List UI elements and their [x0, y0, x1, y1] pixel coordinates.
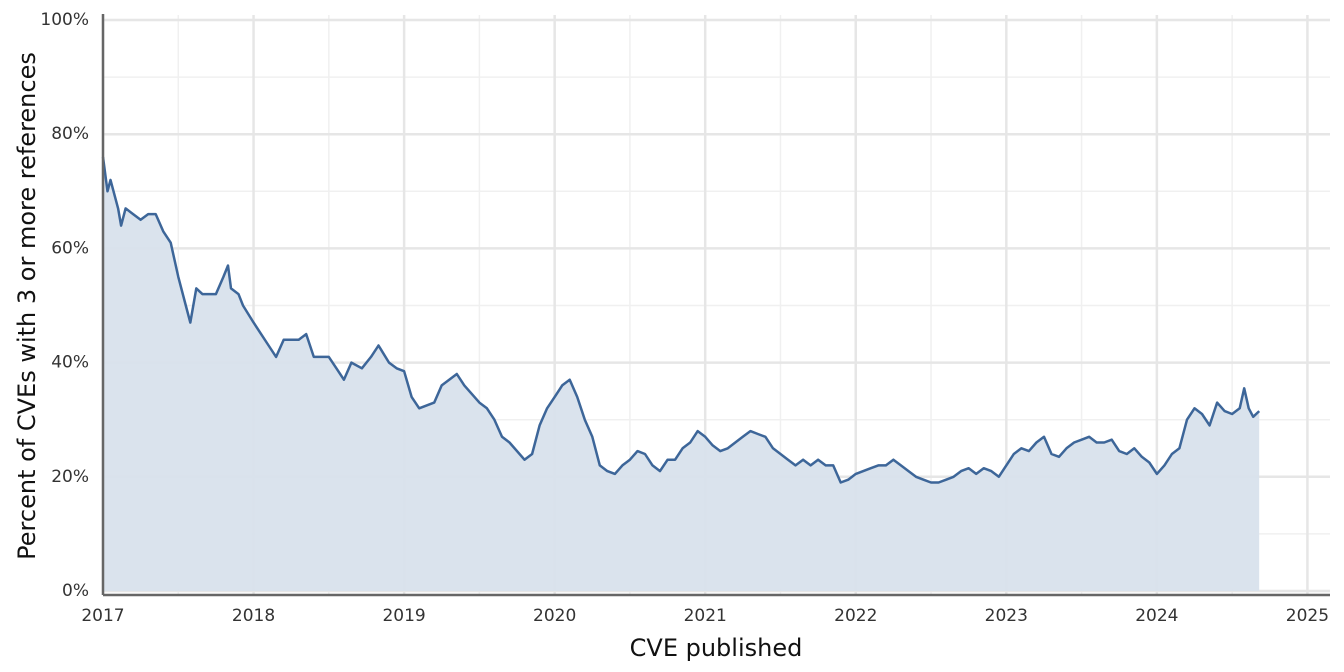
x-tick-label: 2018 — [232, 606, 275, 626]
x-tick-label: 2019 — [382, 606, 425, 626]
x-tick-label: 2024 — [1135, 606, 1178, 626]
x-tick-label: 2021 — [684, 606, 727, 626]
y-tick-label: 60% — [51, 238, 89, 258]
y-tick-label: 0% — [62, 581, 89, 601]
line — [101, 156, 1261, 484]
y-tick-label: 80% — [51, 124, 89, 144]
x-axis-title: CVE published — [630, 634, 803, 662]
y-tick-label: 20% — [51, 467, 89, 487]
y-axis-title: Percent of CVEs with 3 or more reference… — [13, 52, 41, 560]
x-tick-label: 2023 — [985, 606, 1028, 626]
area — [103, 157, 1260, 591]
x-tick-label: 2020 — [533, 606, 576, 626]
x-tick-label: 2017 — [81, 606, 124, 626]
y-tick-label: 40% — [51, 353, 89, 373]
x-tick-label: 2022 — [834, 606, 877, 626]
x-tick-label: 2025 — [1286, 606, 1329, 626]
y-tick-label: 100% — [40, 10, 89, 30]
